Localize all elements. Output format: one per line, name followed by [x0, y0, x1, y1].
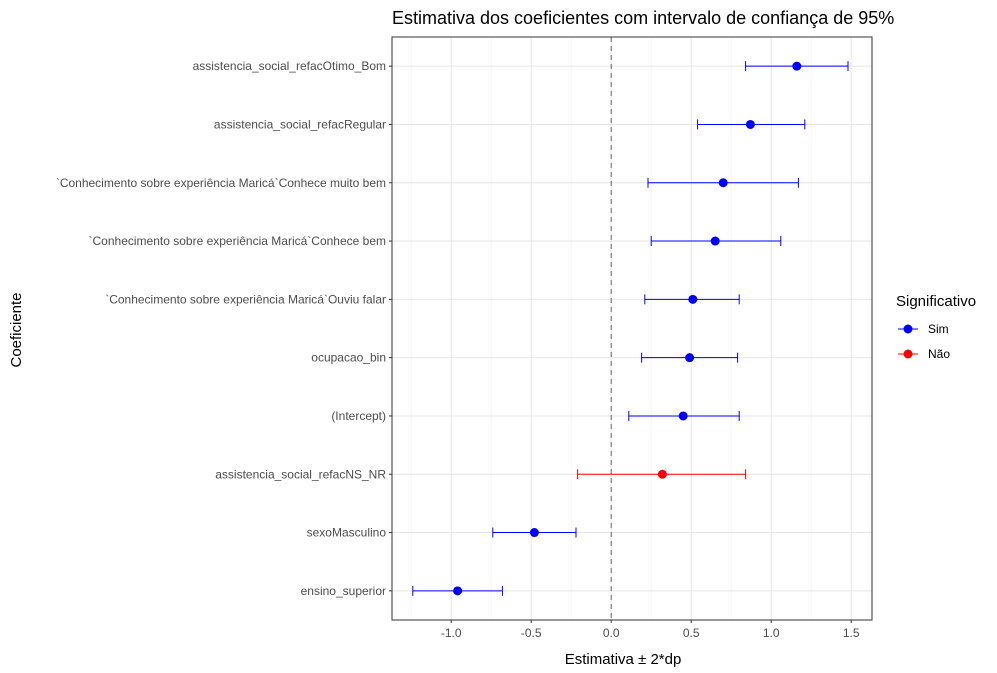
- chart-title: Estimativa dos coeficientes com interval…: [392, 8, 894, 28]
- x-tick-label: 1.0: [763, 626, 780, 640]
- legend-title: Significativo: [896, 293, 976, 310]
- x-tick-label: 1.5: [843, 626, 860, 640]
- y-tick-label: `Conhecimento sobre experiência Maricá`O…: [105, 292, 386, 306]
- y-tick-label: (Intercept): [331, 409, 386, 423]
- x-tick-label: 0.5: [683, 626, 700, 640]
- y-tick-label: ocupacao_bin: [311, 351, 386, 365]
- legend: Significativo Sim Não: [896, 293, 976, 361]
- estimate-point: [792, 61, 802, 71]
- estimate-point: [657, 469, 667, 479]
- panel-background: [392, 37, 872, 620]
- legend-key-point: [903, 349, 913, 359]
- y-axis-title: Coeficiente: [8, 292, 25, 367]
- y-tick-label: sexoMasculino: [307, 526, 387, 540]
- y-tick-label: ensino_superior: [301, 584, 386, 598]
- y-tick-label: `Conhecimento sobre experiência Maricá`C…: [89, 234, 386, 248]
- estimate-point: [745, 119, 755, 129]
- estimate-point: [678, 411, 688, 421]
- x-axis-title: Estimativa ± 2*dp: [565, 651, 682, 668]
- estimate-point: [688, 294, 698, 304]
- estimate-point: [718, 178, 728, 188]
- y-tick-label: `Conhecimento sobre experiência Maricá`C…: [56, 176, 386, 190]
- estimate-point: [453, 586, 463, 596]
- plot-panel: [392, 37, 872, 620]
- estimate-point: [710, 236, 720, 246]
- legend-label: Não: [928, 347, 950, 361]
- y-tick-label: assistencia_social_refacRegular: [214, 117, 386, 131]
- axis-ticks: assistencia_social_refacOtimo_Bomassiste…: [56, 59, 860, 640]
- plot-marks: [391, 36, 873, 621]
- legend-key-point: [903, 324, 913, 334]
- x-tick-label: 0.0: [603, 626, 620, 640]
- y-tick-label: assistencia_social_refacOtimo_Bom: [193, 59, 386, 73]
- y-tick-label: assistencia_social_refacNS_NR: [215, 467, 386, 481]
- x-tick-label: -0.5: [521, 626, 542, 640]
- x-tick-label: -1.0: [441, 626, 462, 640]
- estimate-point: [685, 353, 695, 363]
- estimate-point: [529, 528, 539, 538]
- legend-label: Sim: [928, 322, 949, 336]
- panel-border: [391, 36, 873, 621]
